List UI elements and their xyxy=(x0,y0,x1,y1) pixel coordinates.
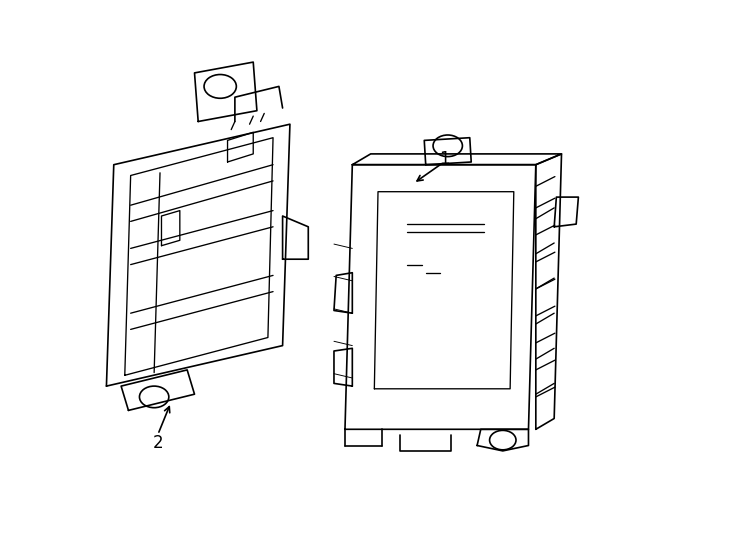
Text: 2: 2 xyxy=(153,434,163,452)
Text: 1: 1 xyxy=(439,150,449,168)
